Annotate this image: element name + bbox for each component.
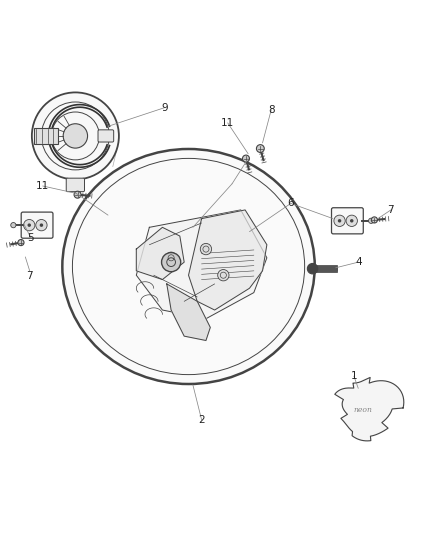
Circle shape [63,124,88,148]
Circle shape [11,223,16,228]
Text: 4: 4 [355,257,362,267]
Polygon shape [136,210,267,319]
Circle shape [200,244,212,255]
FancyBboxPatch shape [98,130,114,142]
Circle shape [32,92,119,180]
Text: 7: 7 [26,271,33,281]
Circle shape [74,191,81,198]
Circle shape [346,215,357,227]
Text: 2: 2 [198,415,205,425]
Text: 5: 5 [28,233,34,243]
Circle shape [166,252,177,263]
Circle shape [334,215,345,227]
Circle shape [338,219,341,223]
Text: 6: 6 [287,198,294,208]
Polygon shape [167,284,210,341]
Polygon shape [335,377,404,441]
Circle shape [218,270,229,281]
Text: 7: 7 [388,205,394,215]
Text: 9: 9 [161,103,168,112]
Polygon shape [188,210,267,310]
Circle shape [28,223,31,227]
FancyBboxPatch shape [313,265,336,272]
Circle shape [24,220,35,231]
Circle shape [243,155,250,162]
FancyBboxPatch shape [66,178,85,192]
Circle shape [256,144,264,152]
Circle shape [162,253,181,272]
FancyBboxPatch shape [34,128,58,144]
FancyBboxPatch shape [332,208,363,234]
Text: 11: 11 [36,181,49,191]
Text: 8: 8 [268,105,275,115]
Text: 11: 11 [221,118,234,128]
Circle shape [368,218,374,223]
Circle shape [350,219,353,223]
Circle shape [36,220,47,231]
FancyBboxPatch shape [21,212,53,238]
Circle shape [371,217,378,223]
Text: neon: neon [353,406,372,414]
Circle shape [40,223,43,227]
Polygon shape [136,228,184,279]
Ellipse shape [62,149,315,384]
Circle shape [307,263,318,274]
Text: 1: 1 [350,371,357,381]
Circle shape [18,239,24,246]
